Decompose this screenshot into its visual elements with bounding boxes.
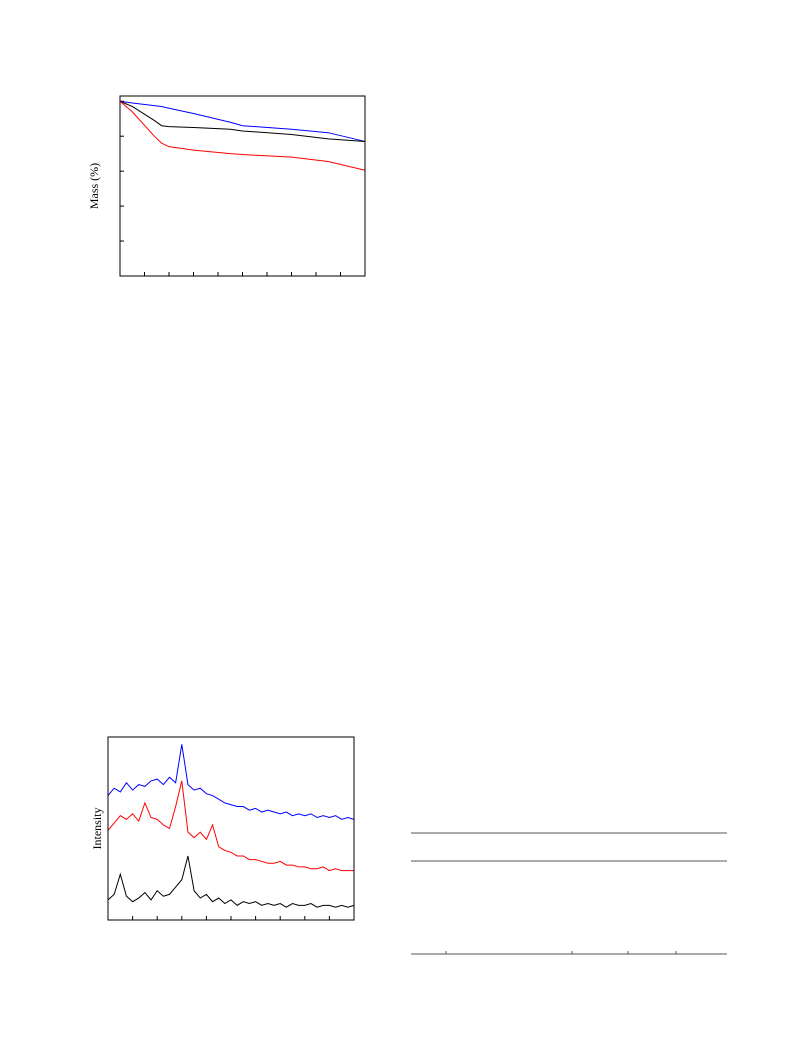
data-line [119, 100, 366, 142]
data-line [107, 744, 355, 820]
plot-frame [119, 95, 366, 277]
y-axis-label: Intensity [90, 808, 104, 850]
data-line [119, 100, 366, 142]
data-line [107, 855, 355, 908]
data-line [119, 100, 366, 171]
table-rules [411, 832, 727, 955]
data-line [107, 780, 354, 872]
y-axis-label: Mass (%) [87, 163, 101, 209]
plot-frame [107, 736, 355, 921]
